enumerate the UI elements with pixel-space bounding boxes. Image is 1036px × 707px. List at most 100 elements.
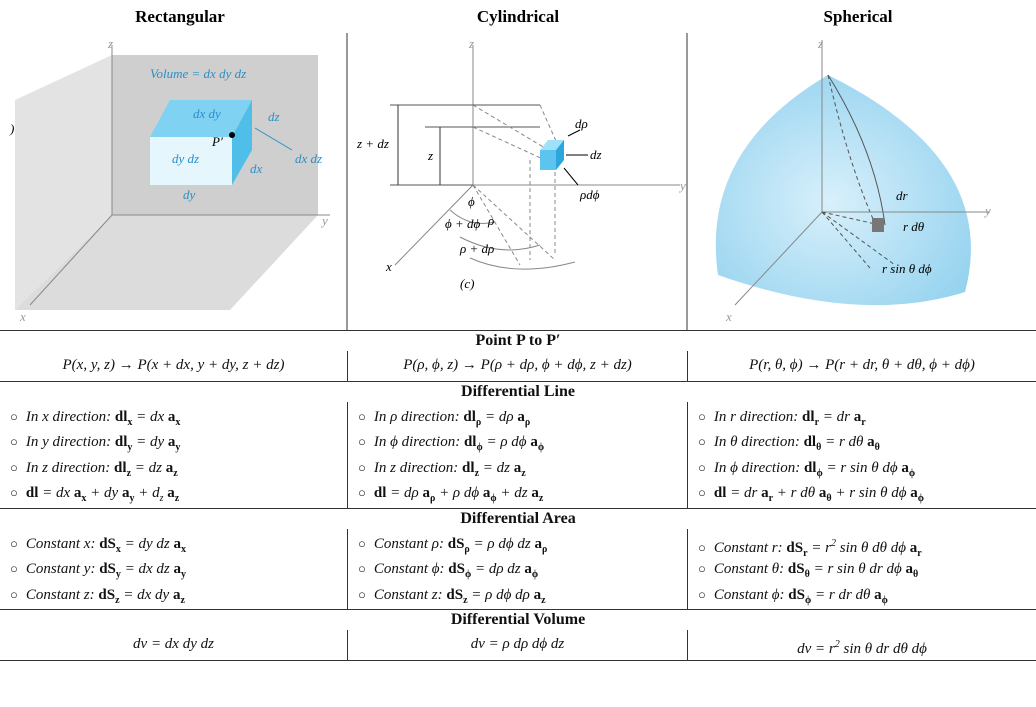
subscript: x	[175, 416, 181, 428]
text: P(ρ, ϕ, z) → P(ρ + dρ, ϕ + dϕ, z + dz)	[403, 357, 632, 373]
cell: Constant ρ: dSρ = ρ dϕ dz aρConstant ϕ: …	[347, 528, 687, 609]
figure-label: r sin θ dϕ	[882, 261, 932, 276]
term: ay	[122, 485, 135, 504]
text: = dρ dz	[471, 561, 525, 577]
text: Constant θ:	[713, 561, 788, 577]
item: In x direction: dlx = dx ax	[6, 404, 341, 430]
vector: a	[73, 485, 82, 501]
text: Constant ϕ:	[713, 586, 789, 603]
symbol: d	[152, 485, 160, 501]
figure-label: x	[19, 309, 26, 324]
subscript: θ	[826, 493, 832, 504]
text: In ϕ direction:	[713, 459, 804, 476]
text: sin θ dr dθ dϕ	[839, 641, 927, 657]
vector: dl	[713, 485, 727, 501]
text: = dz	[131, 459, 166, 476]
term: dSz	[446, 587, 468, 606]
item: dv = r2 sin θ dr dθ dϕ	[694, 632, 1030, 658]
term: dlϕ	[464, 434, 483, 453]
subscript: z	[115, 594, 120, 606]
subscript: ρ	[464, 543, 470, 555]
item: Constant θ: dSθ = r sin θ dr dϕ aθ	[694, 556, 1030, 582]
subscript: z	[463, 594, 468, 606]
term: aθ	[819, 485, 832, 504]
text: dv =	[797, 641, 829, 657]
vector: a	[167, 434, 176, 450]
subscript: ρ	[541, 543, 548, 555]
text: In ρ direction:	[373, 408, 464, 425]
text: dv = dx dy dz	[133, 636, 214, 652]
text: In r direction:	[713, 408, 803, 425]
item: dl = dρ aρ + ρ dϕ aϕ + dz az	[354, 480, 681, 506]
term: dlϕ	[804, 460, 823, 479]
subscript: ϕ	[804, 594, 812, 606]
text: = dx dy	[119, 586, 173, 603]
vector: a	[533, 586, 542, 603]
cell: dv = r2 sin θ dr dθ dϕ	[687, 630, 1036, 660]
text: = dz	[479, 459, 514, 476]
term: dz	[152, 485, 163, 504]
cell: Constant x: dSx = dy dz ax Constant y: dS…	[0, 529, 347, 610]
symbol: r	[825, 539, 831, 556]
text: = dρ	[386, 485, 423, 501]
section-row: dv = dx dy dz dv = ρ dρ dϕ dz dv = r2 sin …	[0, 630, 1036, 661]
cell: P(x, y, z) → P(x + dx, y + dy, z + dz)	[0, 351, 347, 381]
item: P(x, y, z) → P(x + dx, y + dy, z + dz)	[6, 353, 341, 379]
text: = ρ dϕ dρ	[467, 586, 534, 603]
figure-label: r dθ	[903, 219, 925, 234]
term: dSy	[99, 561, 121, 580]
text: Constant y:	[25, 561, 100, 577]
text: = dx dz	[120, 561, 174, 577]
term: ar	[761, 485, 773, 504]
vector: dS	[99, 561, 116, 577]
subscript: y	[129, 493, 135, 504]
vector: a	[524, 561, 532, 577]
subscript: r	[814, 416, 820, 428]
figure-label: ρ	[487, 213, 494, 228]
subscript: ϕ	[908, 467, 916, 479]
term: dSx	[99, 536, 121, 555]
subscript: z	[541, 594, 546, 606]
text: = dr	[819, 408, 854, 425]
term: ar	[910, 540, 922, 559]
item: Constant x: dSx = dy dz ax	[6, 531, 341, 557]
term: aϕ	[910, 485, 924, 504]
text: In y direction:	[25, 434, 115, 450]
section-title: Point P to P′	[475, 332, 561, 349]
term: aϕ	[874, 587, 888, 606]
term: dl	[714, 485, 727, 501]
term: ay	[167, 434, 181, 453]
column-title: Cylindrical	[477, 7, 559, 26]
figure-label: Volume = dx dy dz	[150, 66, 246, 81]
term: aρ	[422, 485, 436, 504]
term: dSz	[98, 587, 120, 606]
text: +	[134, 485, 153, 501]
item: In y direction: dly = dy ay	[6, 429, 341, 455]
item: Constant ϕ: dSϕ = r dr dθ aϕ	[694, 582, 1030, 608]
subscript: x	[181, 543, 187, 555]
vector: dS	[448, 561, 465, 577]
text: = dy	[132, 434, 168, 450]
text: Constant ϕ:	[373, 561, 449, 577]
term: ax	[73, 485, 87, 504]
term: dSρ	[448, 536, 470, 555]
text: = dr	[726, 485, 762, 501]
item: dl = dr ar + r dθ aθ + r sin θ dϕ aϕ	[694, 480, 1030, 506]
vector: a	[534, 535, 542, 552]
subscript: θ	[913, 569, 919, 580]
column-title: Rectangular	[135, 7, 225, 26]
item: In ϕ direction: dlϕ = r sin θ dϕ aϕ	[694, 455, 1030, 481]
term: aϕ	[530, 434, 544, 453]
term: dSϕ	[448, 561, 471, 580]
cell: P(ρ, ϕ, z) → P(ρ + dρ, ϕ + dϕ, z + dz)	[347, 351, 687, 381]
text: In z direction:	[373, 459, 463, 476]
vector: a	[867, 434, 875, 450]
term: dlr	[802, 409, 820, 428]
term: dSθ	[788, 561, 810, 580]
section-title: Differential Volume	[450, 611, 586, 628]
item: In z direction: dlz = dz az	[6, 455, 341, 481]
vector: a	[905, 561, 914, 577]
text: = dy dz	[120, 535, 174, 552]
subscript: ρ	[429, 493, 436, 504]
